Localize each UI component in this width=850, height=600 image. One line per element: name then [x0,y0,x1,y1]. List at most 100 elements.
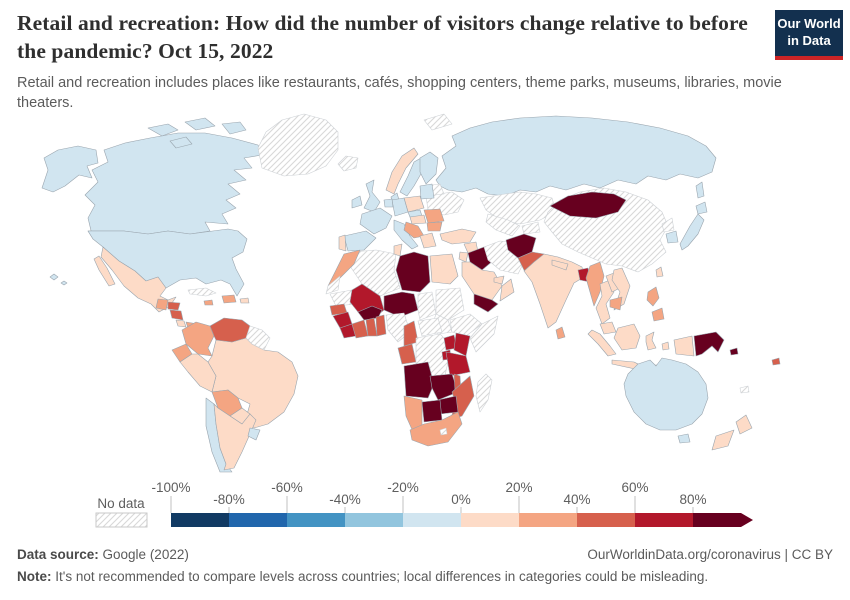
country-papua-new-guinea[interactable] [693,331,725,357]
country-colombia[interactable] [181,321,215,357]
country-portugal[interactable] [338,234,347,252]
country-libya[interactable] [395,251,431,293]
legend-segment-60-to-80[interactable] [635,513,693,527]
country-ghana[interactable] [365,317,378,337]
country-solomon-islands[interactable] [729,347,739,356]
country-india[interactable] [523,253,585,329]
country-argentina[interactable] [213,403,257,471]
country-taiwan[interactable] [655,266,664,278]
country-ireland[interactable] [351,195,363,209]
country-spain[interactable] [343,230,377,252]
country-nepal[interactable] [551,259,569,271]
country-svalbard[interactable] [423,113,453,131]
country-burkina-faso[interactable] [357,305,383,321]
country-central-african-republic[interactable] [417,317,443,337]
country-togo-benin[interactable] [375,314,387,337]
country-kenya[interactable] [453,332,471,357]
country-jamaica[interactable] [203,299,214,306]
country-australia[interactable] [623,357,709,431]
legend-segment-20-to-40[interactable] [519,513,577,527]
country-japan[interactable] [679,213,705,251]
country-malaysia[interactable] [599,321,617,335]
legend-segment-60-to-40[interactable] [287,513,345,527]
country-united-kingdom[interactable] [363,179,381,213]
country-myanmar[interactable] [585,261,605,307]
country-united-states[interactable] [41,145,99,193]
legend-segment-80-to-60[interactable] [229,513,287,527]
country-united-states[interactable] [60,280,68,286]
country-canada[interactable] [147,123,179,137]
country-south-korea[interactable] [665,230,679,244]
country-tanzania[interactable] [445,351,471,377]
country-iceland[interactable] [337,155,359,172]
country-romania[interactable] [423,208,445,224]
country-mexico[interactable] [93,255,116,287]
country-mexico[interactable] [100,246,177,313]
country-honduras[interactable] [167,301,181,311]
country-lesotho[interactable] [439,427,448,436]
country-new-caledonia[interactable] [739,385,750,394]
legend-segment-20-to-0[interactable] [403,513,461,527]
country-israel-jordan[interactable] [458,251,469,263]
country-fiji[interactable] [771,357,781,366]
country-botswana[interactable] [421,399,443,423]
country-uae-qatar[interactable] [493,275,505,285]
country-croatia-balkans[interactable] [403,221,425,239]
country-greece[interactable] [419,232,437,249]
country-uzbekistan-turkmenistan[interactable] [485,213,521,237]
country-tunisia[interactable] [393,243,403,257]
country-indonesia[interactable] [661,341,670,351]
country-guyana-suriname[interactable] [245,325,271,351]
country-philippines[interactable] [651,307,665,322]
owid-logo[interactable]: Our World in Data [775,10,843,60]
country-north-korea[interactable] [661,217,675,233]
country-madagascar[interactable] [475,373,493,413]
country-canada[interactable] [184,117,216,131]
country-oman[interactable] [499,278,515,302]
country-russia[interactable] [435,115,717,197]
country-greenland[interactable] [257,113,339,177]
country-somalia[interactable] [469,315,499,353]
country-peru[interactable] [179,353,217,393]
country-costa-rica[interactable] [175,319,187,328]
country-haiti-dominican-republic[interactable] [221,294,237,304]
country-canada[interactable] [84,132,263,240]
country-angola[interactable] [403,361,435,399]
country-indonesia[interactable] [645,331,657,351]
license-link[interactable]: CC BY [791,547,833,562]
country-canada[interactable] [169,136,193,149]
country-mongolia[interactable] [549,191,627,219]
country-canada[interactable] [221,121,247,135]
legend-segment-0-to-20[interactable] [461,513,519,527]
legend-segment-80[interactable] [693,513,753,527]
country-ethiopia[interactable] [449,313,483,337]
country-new-zealand[interactable] [735,414,753,435]
country-cambodia[interactable] [609,296,623,311]
country-norway[interactable] [385,147,419,195]
country-indonesia[interactable] [673,335,695,357]
country-australia[interactable] [677,433,691,444]
country-uruguay[interactable] [247,427,261,441]
country-indonesia[interactable] [613,323,641,351]
country-chad[interactable] [417,291,437,321]
country-kyrgyzstan-tajikistan[interactable] [521,221,541,235]
country-baltic-states[interactable] [419,183,435,200]
country-netherlands-belgium[interactable] [383,198,394,208]
country-puerto-rico[interactable] [239,297,250,304]
country-south-africa[interactable] [409,411,463,447]
country-algeria[interactable] [349,249,401,297]
country-western-sahara[interactable] [325,275,341,295]
country-sri-lanka[interactable] [555,326,566,340]
country-turkey[interactable] [439,228,477,245]
owid-url-link[interactable]: OurWorldinData.org/coronavirus [587,547,781,562]
country-venezuela[interactable] [209,317,251,343]
legend-segment-100-to-80[interactable] [171,513,229,527]
country-yemen[interactable] [473,293,499,313]
country-austria-hungary[interactable] [409,214,427,225]
country-egypt[interactable] [429,253,459,285]
legend-segment-40-to-60[interactable] [577,513,635,527]
country-united-states[interactable] [49,273,59,281]
legend-segment-40-to-20[interactable] [345,513,403,527]
country-cuba[interactable] [187,287,217,297]
country-indonesia[interactable] [587,329,617,357]
